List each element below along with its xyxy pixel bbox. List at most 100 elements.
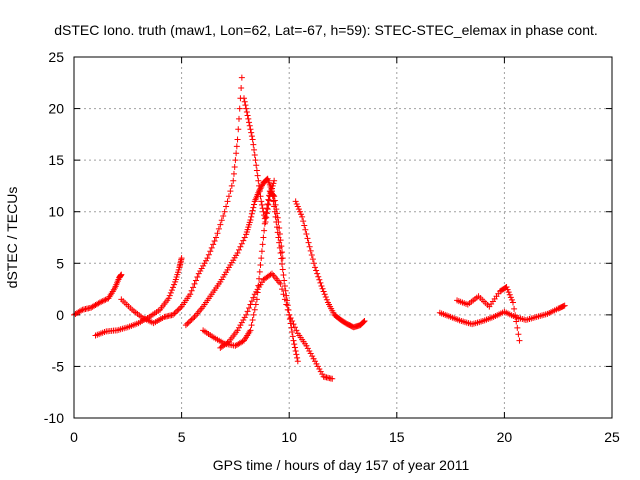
data-point <box>314 363 321 370</box>
data-point <box>360 319 367 326</box>
data-point <box>263 176 270 183</box>
data-point <box>310 260 317 267</box>
data-point <box>309 353 316 360</box>
data-point <box>251 146 258 153</box>
data-point <box>245 115 252 122</box>
data-point <box>258 248 265 255</box>
data-point <box>277 280 284 287</box>
data-point <box>511 305 518 312</box>
data-point <box>241 98 248 105</box>
y-axis-label: dSTEC / TECUs <box>4 187 20 289</box>
data-point <box>244 112 251 119</box>
data-point <box>294 203 301 210</box>
data-point <box>214 230 221 237</box>
data-point <box>256 188 263 195</box>
data-point <box>197 268 204 275</box>
data-point <box>260 234 267 241</box>
data-point <box>515 331 522 338</box>
data-point <box>231 164 238 171</box>
data-point <box>234 136 241 143</box>
data-point <box>233 150 240 157</box>
plot-frame <box>73 56 613 419</box>
data-point <box>271 177 278 184</box>
chart-title: dSTEC Iono. truth (maw1, Lon=62, Lat=-67… <box>54 22 598 38</box>
data-point <box>317 279 324 286</box>
data-point <box>322 293 329 300</box>
data-point <box>253 167 260 174</box>
data-point <box>246 122 253 129</box>
data-point <box>274 214 281 221</box>
data-point <box>230 170 237 177</box>
x-tick-label: 25 <box>604 429 620 445</box>
data-point <box>185 319 192 326</box>
data-point <box>270 198 277 205</box>
x-tick-label: 20 <box>497 429 513 445</box>
data-point <box>241 234 248 241</box>
data-point <box>198 265 205 272</box>
data-point <box>360 318 367 325</box>
data-point <box>279 260 286 267</box>
data-point <box>283 301 290 308</box>
data-point <box>208 244 215 251</box>
x-tick-label: 0 <box>70 429 78 445</box>
data-point <box>504 286 511 293</box>
data-point <box>273 206 280 213</box>
data-point <box>291 341 298 348</box>
data-point <box>293 327 300 334</box>
data-point <box>235 126 242 133</box>
data-point <box>174 307 181 314</box>
data-point <box>278 243 285 250</box>
data-point <box>242 102 249 109</box>
data-point <box>223 203 230 210</box>
data-point <box>283 292 290 299</box>
data-point <box>243 105 250 112</box>
data-point <box>248 129 255 136</box>
data-point <box>237 322 244 329</box>
data-point <box>187 318 194 325</box>
data-point <box>261 227 268 234</box>
y-tick-label: 15 <box>48 152 64 168</box>
data-point <box>207 248 214 255</box>
series-arc-i <box>436 302 568 328</box>
data-point <box>304 345 311 352</box>
data-point <box>300 218 307 225</box>
data-point <box>310 355 317 362</box>
data-point <box>291 324 298 331</box>
data-point <box>101 297 108 304</box>
data-point <box>237 243 244 250</box>
data-point <box>230 177 237 184</box>
data-point <box>319 371 326 378</box>
data-point <box>260 208 267 215</box>
data-point <box>248 298 255 305</box>
data-point <box>313 360 320 367</box>
data-point <box>323 296 330 303</box>
data-point <box>246 119 253 126</box>
data-point <box>247 327 254 334</box>
x-axis-label: GPS time / hours of day 157 of year 2011 <box>213 457 470 473</box>
data-point <box>276 239 283 246</box>
data-point <box>304 235 311 242</box>
data-point <box>234 249 241 256</box>
data-point <box>224 339 231 346</box>
data-point <box>309 256 316 263</box>
data-point <box>168 287 175 294</box>
data-point <box>269 182 276 189</box>
data-point <box>281 277 288 284</box>
data-point <box>239 338 246 345</box>
data-point <box>201 260 208 267</box>
data-point <box>250 204 257 211</box>
tick-labels: 0 5 10 15 20 25 -10 -5 0 5 10 15 20 25 <box>44 49 620 445</box>
data-point <box>215 225 222 232</box>
data-point <box>306 347 313 354</box>
series-arc-a <box>71 271 125 318</box>
data-point <box>99 298 106 305</box>
data-point <box>289 333 296 340</box>
data-point <box>308 252 315 259</box>
data-point <box>313 267 320 274</box>
data-point <box>195 270 202 277</box>
data-point <box>263 214 270 221</box>
data-point <box>321 291 328 298</box>
data-point <box>169 311 176 318</box>
data-point <box>312 264 319 271</box>
